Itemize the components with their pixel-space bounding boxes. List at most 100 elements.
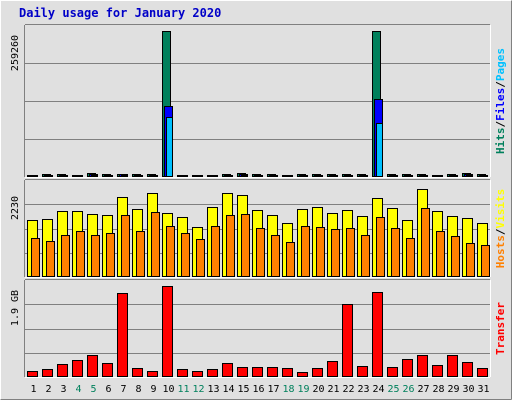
bar-hosts-day-29 [451,236,460,277]
bar-transfer-day-7 [117,293,128,377]
legend-part-/: / [494,81,507,88]
x-tick-label-day-11: 11 [177,384,189,395]
bar-hosts-day-22 [346,228,355,277]
bar-pages-day-30 [466,175,473,177]
x-tick-label-day-19: 19 [297,384,309,395]
bar-pages-day-27 [421,175,428,177]
x-tick-label-day-9: 9 [150,384,156,395]
x-tick-label-day-7: 7 [120,384,126,395]
bar-hosts-day-16 [256,228,265,277]
bar-hosts-day-12 [196,239,205,277]
y-max-label: 259260 [10,35,21,71]
bar-pages-day-6 [106,175,113,177]
bar-hosts-day-13 [211,226,220,277]
bar-transfer-day-10 [162,286,173,377]
bar-files-day-29 [449,175,458,177]
x-tick-label-day-16: 16 [252,384,264,395]
x-tick-label-day-12: 12 [192,384,204,395]
x-tick-label-day-20: 20 [312,384,324,395]
bar-transfer-day-23 [357,366,368,377]
bar-hosts-day-21 [331,229,340,277]
x-tick-label-day-30: 30 [462,384,474,395]
bar-hosts-day-18 [286,242,295,277]
x-tick-label-day-18: 18 [282,384,294,395]
legend-part-pages: Pages [494,48,507,81]
legend-part-/: / [494,228,507,235]
bar-transfer-day-1 [27,371,38,377]
x-tick-label-day-2: 2 [45,384,51,395]
bar-hosts-day-19 [301,226,310,277]
bar-hosts-day-7 [121,215,130,277]
bar-hosts-day-20 [316,227,325,277]
bar-pages-day-7 [121,175,128,177]
bar-transfer-day-8 [132,368,143,377]
bar-pages-day-22 [346,175,353,177]
bar-transfer-day-26 [402,359,413,377]
x-tick-label-day-6: 6 [105,384,111,395]
bar-pages-day-23 [361,175,368,177]
bar-transfer-day-17 [267,367,278,377]
bar-transfer-day-15 [237,367,248,377]
bar-files-day-13 [209,175,218,177]
bar-files-day-18 [284,175,293,177]
bar-transfer-day-12 [192,371,203,377]
bar-pages-day-25 [391,175,398,177]
legend-part-hits: Hits [494,128,507,155]
x-tick-label-day-14: 14 [222,384,234,395]
x-tick-label-day-23: 23 [357,384,369,395]
bar-pages-day-14 [226,175,233,177]
bar-files-day-28 [434,175,443,177]
bar-pages-day-17 [271,175,278,177]
bar-hosts-day-25 [391,228,400,277]
bar-transfer-day-31 [477,368,488,377]
x-tick-label-day-3: 3 [60,384,66,395]
bar-pages-day-2 [46,175,53,177]
bar-pages-day-15 [241,175,248,177]
bar-transfer-day-11 [177,369,188,377]
legend-part-visits: Visits [494,189,507,229]
bar-pages-day-24 [376,123,383,177]
bar-files-day-12 [194,175,203,177]
x-tick-label-day-10: 10 [162,384,174,395]
bar-pages-day-3 [61,175,68,177]
bar-pages-day-31 [481,175,488,177]
bar-hosts-day-10 [166,226,175,277]
bar-transfer-day-29 [447,355,458,377]
x-tick-label-day-4: 4 [75,384,81,395]
bar-hosts-day-4 [76,231,85,277]
bar-transfer-day-19 [297,372,308,377]
bar-transfer-day-20 [312,368,323,377]
bar-hosts-day-26 [406,238,415,277]
bar-transfer-day-21 [327,361,338,377]
x-tick-label-day-28: 28 [432,384,444,395]
bar-transfer-day-28 [432,365,443,377]
bar-pages-day-20 [316,175,323,177]
x-tick-label-day-5: 5 [90,384,96,395]
x-tick-label-day-31: 31 [477,384,489,395]
bar-pages-day-19 [301,175,308,177]
bar-hosts-day-14 [226,215,235,277]
x-tick-label-day-22: 22 [342,384,354,395]
y-max-label: 2230 [10,196,21,220]
bar-transfer-day-2 [42,369,53,377]
bar-pages-day-10 [166,117,173,177]
bar-transfer-day-25 [387,367,398,377]
bar-files-day-1 [29,175,38,177]
bar-transfer-day-30 [462,362,473,377]
bar-pages-day-9 [151,175,158,177]
bar-hosts-day-6 [106,233,115,277]
bar-hosts-day-5 [91,235,100,277]
x-tick-label-day-24: 24 [372,384,384,395]
bar-transfer-day-3 [57,364,68,377]
series-legend-label: Hosts/Visits [494,189,507,269]
bar-transfer-day-18 [282,368,293,377]
legend-part-hosts: Hosts [494,235,507,268]
bar-transfer-day-16 [252,367,263,377]
series-legend-label: Transfer [494,302,507,355]
x-tick-label-day-15: 15 [237,384,249,395]
bar-pages-day-5 [91,175,98,177]
bar-transfer-day-9 [147,371,158,377]
x-tick-label-day-29: 29 [447,384,459,395]
